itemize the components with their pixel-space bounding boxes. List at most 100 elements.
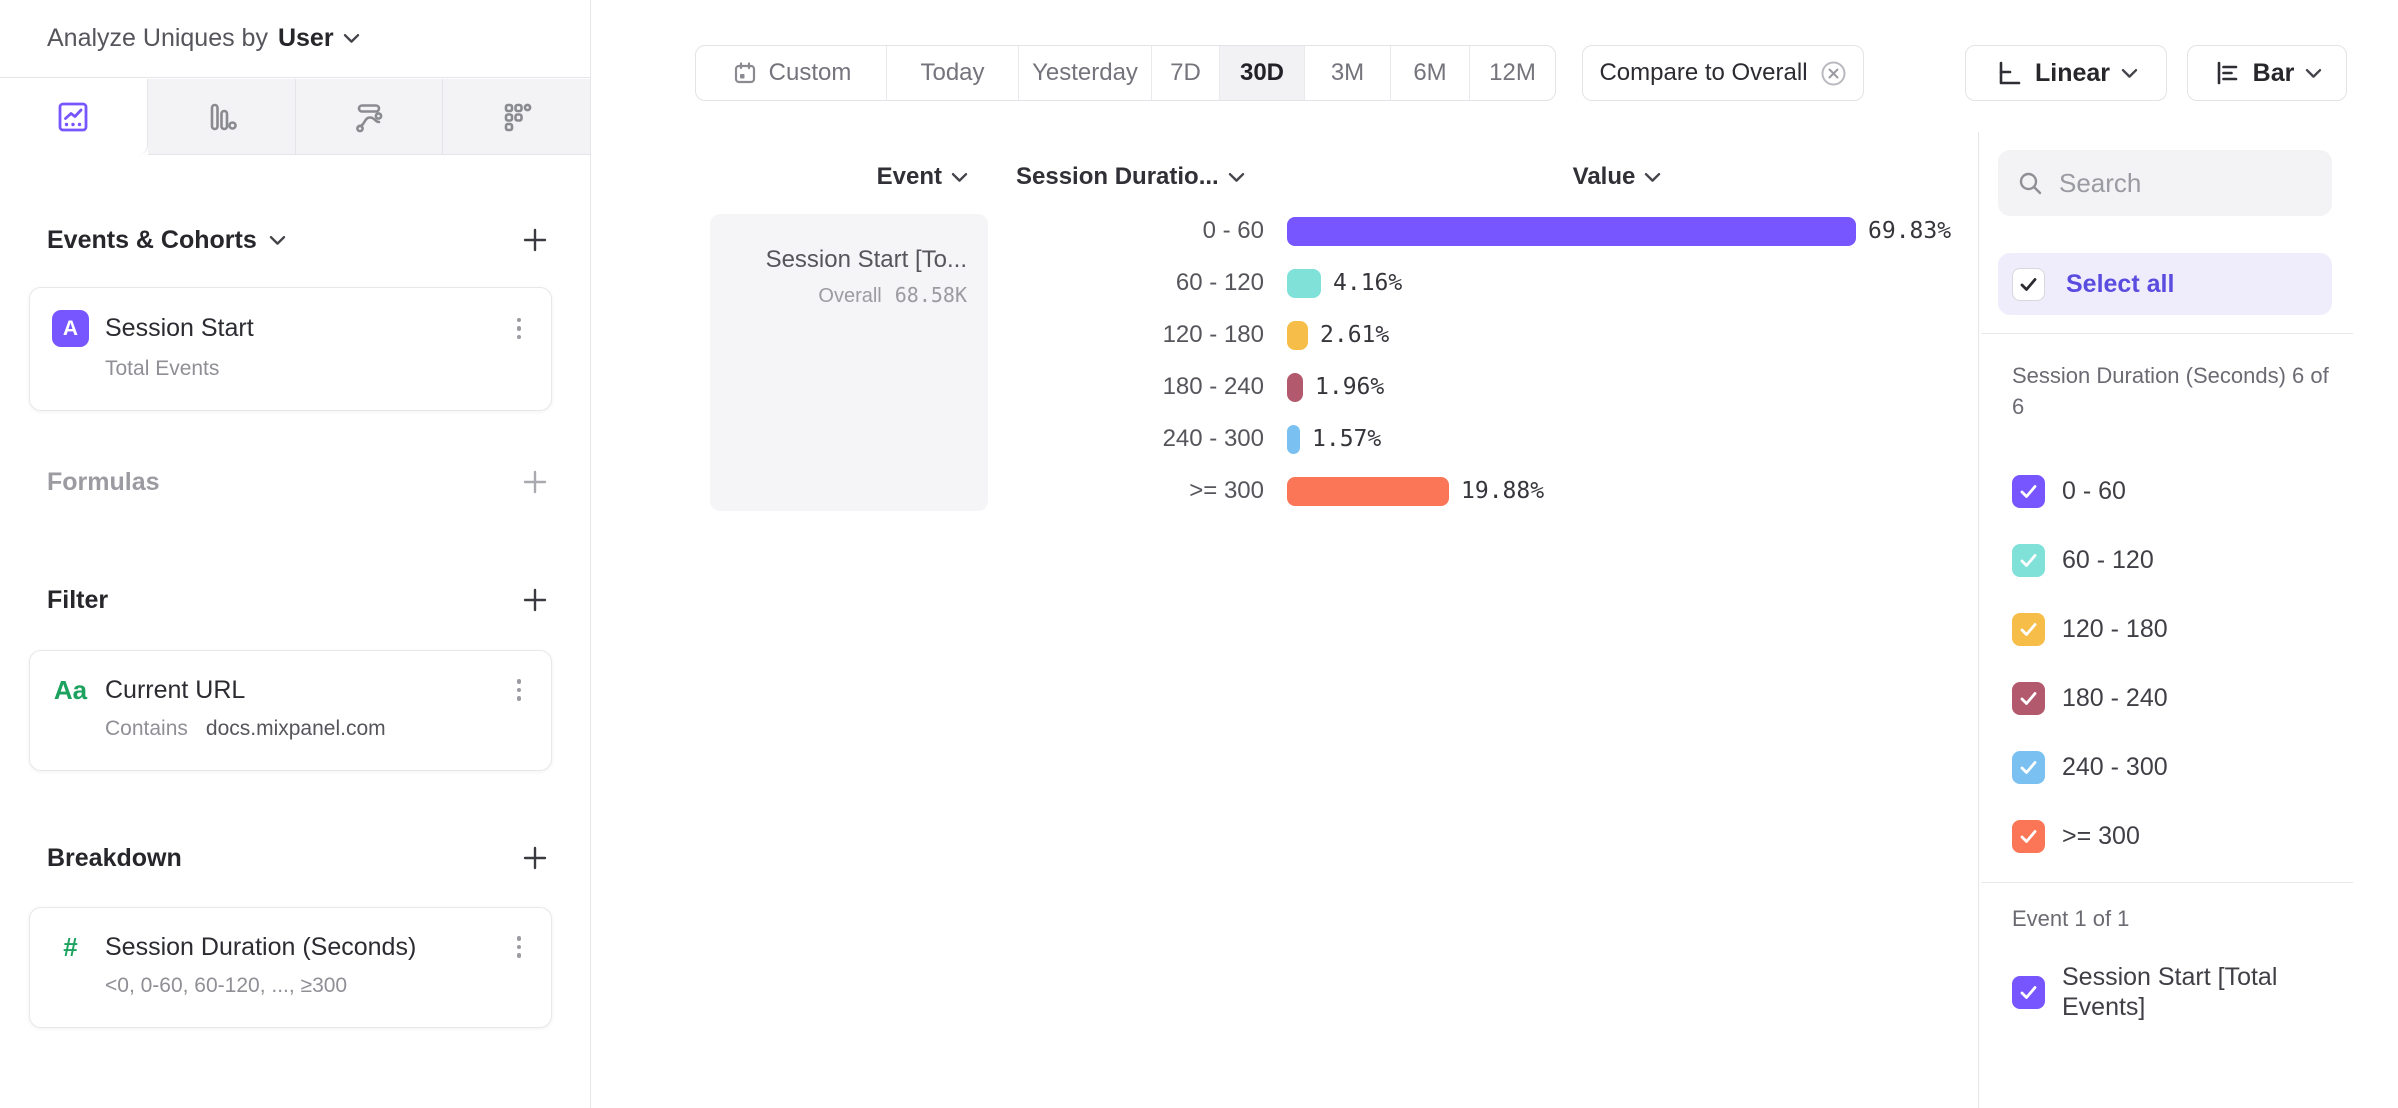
bucket-label: 240 - 300 xyxy=(1162,425,1264,452)
events-cohorts-section-header: Events & Cohorts xyxy=(47,218,552,262)
breakdown-card[interactable]: # Session Duration (Seconds) <0, 0-60, 6… xyxy=(29,907,552,1028)
breakdown-value-label: 120 - 180 xyxy=(2062,615,2168,643)
filter-section-header: Filter xyxy=(47,578,552,622)
calendar-icon xyxy=(734,62,755,84)
visualization-tabs xyxy=(0,79,590,155)
breakdown-value-checkbox[interactable] xyxy=(2012,544,2045,577)
date-range-label: Today xyxy=(920,59,985,86)
insights-line-chart-icon xyxy=(58,102,88,132)
breakdown-value-checkbox[interactable] xyxy=(2012,682,2045,715)
analyze-by-dropdown[interactable]: User xyxy=(278,24,360,53)
date-range-custom[interactable]: Custom xyxy=(696,46,887,100)
bar-segment[interactable] xyxy=(1287,424,1300,454)
overall-label: Overall xyxy=(818,285,882,307)
date-range-30d[interactable]: 30D xyxy=(1220,46,1305,100)
breakdown-values-list: 0 - 60 60 - 120 120 - 180 180 - 240 240 - 30… xyxy=(2012,457,2372,871)
add-formula-button[interactable] xyxy=(518,465,552,499)
bar-segment[interactable] xyxy=(1287,372,1303,402)
bar-segment[interactable] xyxy=(1287,216,1856,246)
hash-icon: # xyxy=(63,931,78,962)
date-range-7d[interactable]: 7D xyxy=(1152,46,1220,100)
panel-divider xyxy=(1978,132,1979,1108)
analyze-by-value: User xyxy=(277,24,334,52)
breakdown-value-item[interactable]: 120 - 180 xyxy=(2012,595,2372,664)
filter-card-condition[interactable]: Contains docs.mixpanel.com xyxy=(105,717,529,741)
breakdown-title: Breakdown xyxy=(47,844,182,873)
breakdown-value-item[interactable]: 180 - 240 xyxy=(2012,664,2372,733)
breakdown-value-checkbox[interactable] xyxy=(2012,613,2045,646)
event-card-subtitle[interactable]: Total Events xyxy=(105,357,220,380)
bar-value-label: 1.57% xyxy=(1312,426,1382,452)
breakdown-section-header: Breakdown xyxy=(47,836,552,880)
add-breakdown-button[interactable] xyxy=(518,841,552,875)
bar-value-label: 4.16% xyxy=(1333,270,1403,296)
event-series-checkbox[interactable] xyxy=(2012,975,2045,1009)
breakdown-value-checkbox[interactable] xyxy=(2012,475,2045,508)
bar-chart-icon xyxy=(2217,61,2237,85)
bar-chart: 0 - 60 69.83% 60 - 120 4.16% 120 - 180 2.61% 1… xyxy=(988,205,1978,517)
events-cohorts-title[interactable]: Events & Cohorts xyxy=(47,226,286,255)
scale-dropdown[interactable]: Linear xyxy=(1965,45,2167,101)
tab-funnels[interactable] xyxy=(147,79,296,155)
flows-icon xyxy=(355,103,383,132)
filter-card-title: Current URL xyxy=(105,675,246,704)
breakdown-card-title: Session Duration (Seconds) xyxy=(105,932,417,961)
compare-chip-label: Compare to Overall xyxy=(1599,59,1808,86)
select-all-row[interactable]: Select all xyxy=(1998,253,2332,315)
funnel-bars-icon xyxy=(210,103,237,130)
breakdown-value-item[interactable]: 240 - 300 xyxy=(2012,733,2372,802)
breakdown-column-header[interactable]: Session Duratio... xyxy=(1016,162,1245,192)
breakdown-value-item[interactable]: >= 300 xyxy=(2012,802,2372,871)
remove-compare-icon[interactable] xyxy=(1820,60,1847,87)
filter-card-menu-button[interactable] xyxy=(509,673,529,707)
divider xyxy=(1981,882,2353,883)
event-cell-title: Session Start [To... xyxy=(765,246,967,273)
series-search[interactable] xyxy=(1998,150,2332,216)
tab-insights[interactable] xyxy=(0,79,148,155)
breakdown-value-item[interactable]: 60 - 120 xyxy=(2012,526,2372,595)
scale-dropdown-label: Linear xyxy=(2034,58,2111,87)
bar-segment[interactable] xyxy=(1287,476,1449,506)
chevron-down-icon xyxy=(343,34,359,43)
breakdown-column-label: Session Duratio... xyxy=(1016,163,1219,190)
date-range-label: 12M xyxy=(1489,59,1536,86)
event-row-cell[interactable]: Session Start [To... Overall 68.58K xyxy=(710,214,988,511)
query-builder-sidebar: Analyze Uniques by User xyxy=(0,0,591,1108)
date-range-3m[interactable]: 3M xyxy=(1305,46,1391,100)
tab-retention[interactable] xyxy=(443,79,590,155)
select-all-checkbox[interactable] xyxy=(2012,267,2045,301)
compare-to-overall-chip[interactable]: Compare to Overall xyxy=(1582,45,1864,101)
value-column-label: Value xyxy=(1572,163,1636,190)
add-filter-button[interactable] xyxy=(518,583,552,617)
date-range-12m[interactable]: 12M xyxy=(1470,46,1555,100)
breakdown-value-checkbox[interactable] xyxy=(2012,820,2045,853)
tab-flows[interactable] xyxy=(295,79,444,155)
add-event-button[interactable] xyxy=(518,223,552,257)
breakdown-value-label: 240 - 300 xyxy=(2062,753,2168,781)
breakdown-card-buckets[interactable]: <0, 0-60, 60-120, ..., ≥300 xyxy=(105,974,348,997)
breakdown-value-label: >= 300 xyxy=(2062,822,2140,850)
value-column-header[interactable]: Value xyxy=(1287,162,1947,192)
chart-row: 0 - 60 69.83% xyxy=(988,205,1978,257)
bar-value-label: 69.83% xyxy=(1868,218,1952,244)
date-range-control: Custom Today Yesterday 7D 30D 3M 6M 12M xyxy=(695,45,1556,101)
event-column-header[interactable]: Event xyxy=(710,162,968,192)
date-range-today[interactable]: Today xyxy=(887,46,1019,100)
search-input[interactable] xyxy=(2059,167,2313,199)
filter-card[interactable]: Aa Current URL Contains docs.mixpanel.com xyxy=(29,650,552,771)
event-card[interactable]: A Session Start Total Events xyxy=(29,287,552,411)
filter-title: Filter xyxy=(47,586,108,615)
bar-segment[interactable] xyxy=(1287,268,1321,298)
breakdown-value-item[interactable]: 0 - 60 xyxy=(2012,457,2372,526)
chart-type-dropdown[interactable]: Bar xyxy=(2187,45,2347,101)
date-range-6m[interactable]: 6M xyxy=(1391,46,1470,100)
date-range-yesterday[interactable]: Yesterday xyxy=(1019,46,1152,100)
search-icon xyxy=(2019,172,2042,194)
breakdown-card-menu-button[interactable] xyxy=(509,930,529,964)
bar-segment[interactable] xyxy=(1287,320,1308,350)
date-range-label: 3M xyxy=(1330,59,1365,86)
event-card-menu-button[interactable] xyxy=(509,312,529,346)
breakdown-value-checkbox[interactable] xyxy=(2012,751,2045,784)
formulas-section-header: Formulas xyxy=(47,460,552,504)
event-series-item[interactable]: Session Start [Total Events] xyxy=(2012,962,2362,1022)
